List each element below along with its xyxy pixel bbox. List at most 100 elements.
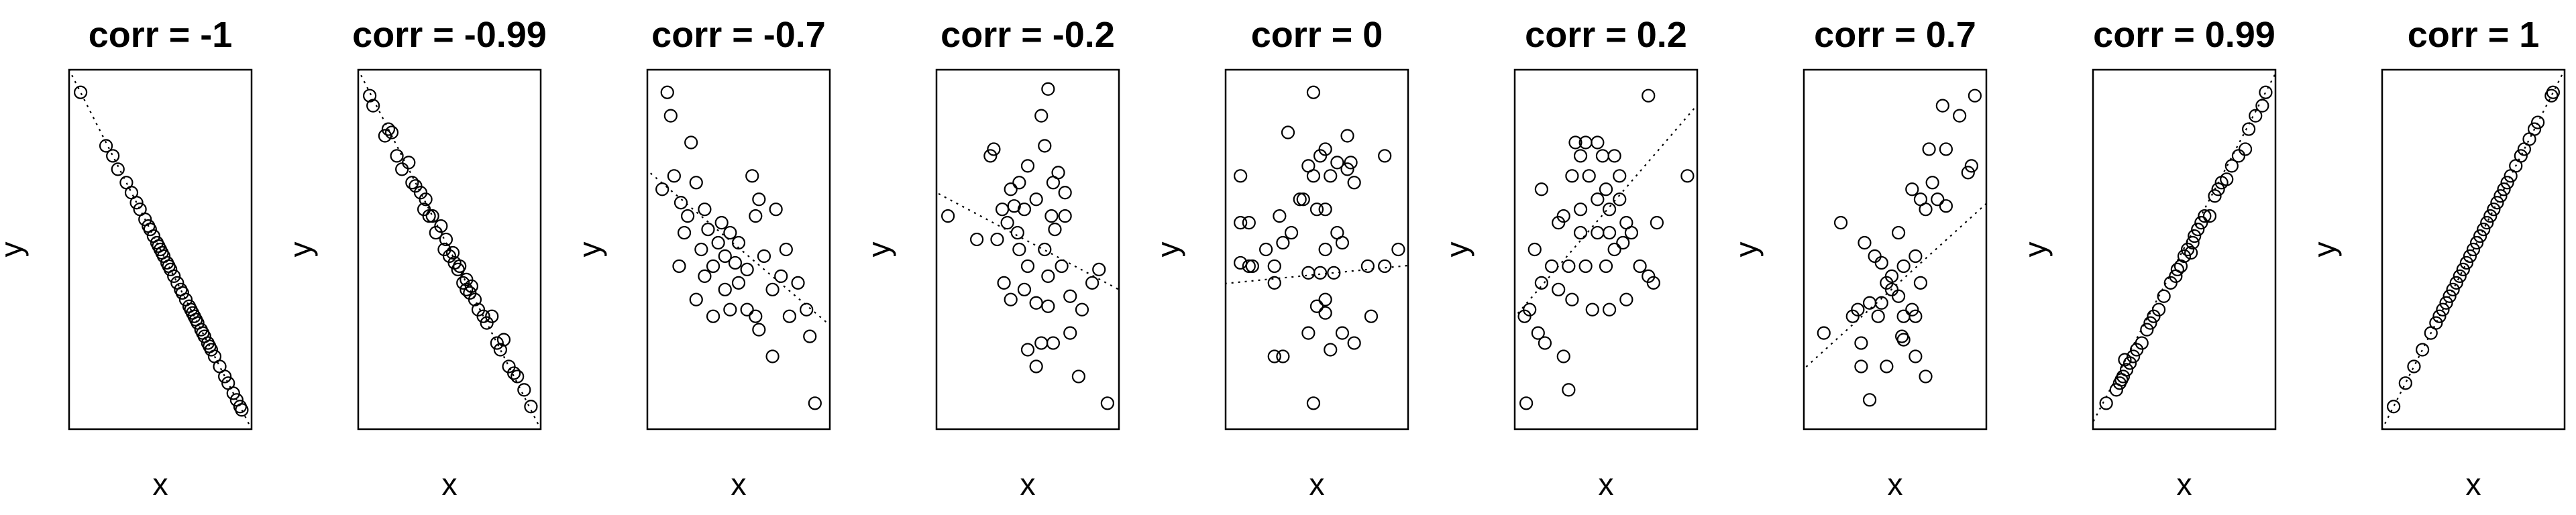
- data-point: [752, 192, 766, 207]
- y-axis-label: y: [0, 242, 29, 258]
- data-point: [987, 142, 1001, 156]
- data-point: [2473, 229, 2487, 243]
- data-point: [2249, 109, 2263, 123]
- data-point: [1029, 192, 1043, 207]
- data-point: [517, 383, 531, 397]
- data-point: [1296, 192, 1310, 207]
- data-point: [1833, 216, 1848, 230]
- data-point: [2480, 216, 2494, 230]
- data-point: [2127, 349, 2141, 363]
- data-point: [99, 139, 113, 153]
- y-axis-label: y: [1440, 242, 1474, 258]
- x-axis-label: x: [1020, 467, 1036, 502]
- data-point: [728, 255, 743, 270]
- data-point: [774, 269, 788, 283]
- data-point: [1531, 326, 1545, 340]
- data-point: [1568, 135, 1582, 150]
- data-point: [1895, 329, 1909, 343]
- data-point: [779, 242, 793, 257]
- data-point: [1344, 156, 1358, 170]
- data-point: [2130, 343, 2144, 357]
- data-point: [1020, 159, 1035, 173]
- data-point: [1075, 302, 1089, 317]
- data-point: [1048, 222, 1062, 237]
- data-point: [1646, 276, 1660, 290]
- data-point: [1085, 276, 1099, 290]
- data-point: [1020, 259, 1035, 274]
- data-point: [2446, 282, 2460, 296]
- data-point: [1364, 309, 1379, 323]
- data-point: [1306, 85, 1321, 99]
- x-axis-label: x: [153, 467, 168, 502]
- data-point: [2157, 289, 2171, 303]
- data-point: [2398, 376, 2412, 390]
- data-point: [2198, 209, 2212, 223]
- regression-line: [1515, 103, 1697, 319]
- data-point: [1063, 326, 1077, 340]
- data-point: [1562, 259, 1576, 274]
- data-point: [1953, 109, 1967, 123]
- data-point: [2429, 316, 2443, 330]
- data-point: [970, 232, 984, 247]
- data-point: [660, 85, 674, 99]
- data-point: [1616, 235, 1630, 250]
- data-point: [524, 400, 538, 414]
- data-point: [2449, 276, 2463, 290]
- data-point: [1267, 276, 1281, 290]
- data-point: [1880, 276, 1894, 290]
- data-point: [1599, 259, 1613, 274]
- data-point: [995, 203, 1010, 217]
- data-point: [1046, 336, 1061, 350]
- data-point: [1909, 249, 1923, 264]
- y-axis-label: y: [572, 242, 607, 258]
- data-point: [1038, 242, 1052, 257]
- data-point: [803, 329, 817, 343]
- data-point: [2184, 245, 2198, 260]
- data-point: [698, 269, 712, 283]
- data-point: [1092, 262, 1106, 277]
- data-point: [667, 169, 681, 183]
- plot-frame: [1224, 68, 1409, 431]
- data-point: [2436, 302, 2450, 317]
- data-point: [434, 219, 448, 233]
- data-point: [1324, 169, 1338, 183]
- data-point: [226, 386, 240, 400]
- data-point: [204, 343, 218, 357]
- panel-title: corr = 0.99: [2093, 15, 2275, 55]
- data-point: [1360, 259, 1375, 274]
- data-point: [800, 302, 814, 317]
- data-point: [2466, 242, 2481, 257]
- data-point: [1607, 149, 1621, 163]
- data-point: [1234, 169, 1248, 183]
- data-point: [701, 222, 715, 237]
- plot-frame: [1803, 68, 1988, 431]
- data-point: [1582, 169, 1596, 183]
- scatter-panel-8: corr = 0.99 x y: [2018, 15, 2277, 502]
- data-point: [1854, 336, 1868, 350]
- data-point: [1858, 235, 1872, 250]
- data-point: [706, 259, 720, 274]
- panel-title: corr = 0.7: [1814, 15, 1976, 55]
- data-point: [2439, 296, 2453, 310]
- plot-frame: [935, 68, 1120, 431]
- data-point: [2143, 316, 2157, 330]
- data-point: [706, 309, 720, 323]
- data-point: [684, 135, 698, 150]
- data-point: [2544, 89, 2559, 103]
- data-point: [1301, 326, 1316, 340]
- data-point: [769, 203, 783, 217]
- data-point: [1602, 225, 1617, 240]
- data-point: [1862, 393, 1877, 407]
- data-point: [1055, 259, 1069, 274]
- data-point: [2242, 122, 2256, 136]
- data-point: [422, 209, 436, 223]
- regression-line: [2093, 72, 2275, 424]
- data-point: [1591, 192, 1605, 207]
- data-point: [2170, 262, 2184, 277]
- data-point: [1968, 89, 1982, 103]
- data-point: [1544, 259, 1559, 274]
- data-point: [2224, 159, 2239, 173]
- panel-title: corr = -0.7: [651, 15, 826, 55]
- data-point: [941, 209, 955, 223]
